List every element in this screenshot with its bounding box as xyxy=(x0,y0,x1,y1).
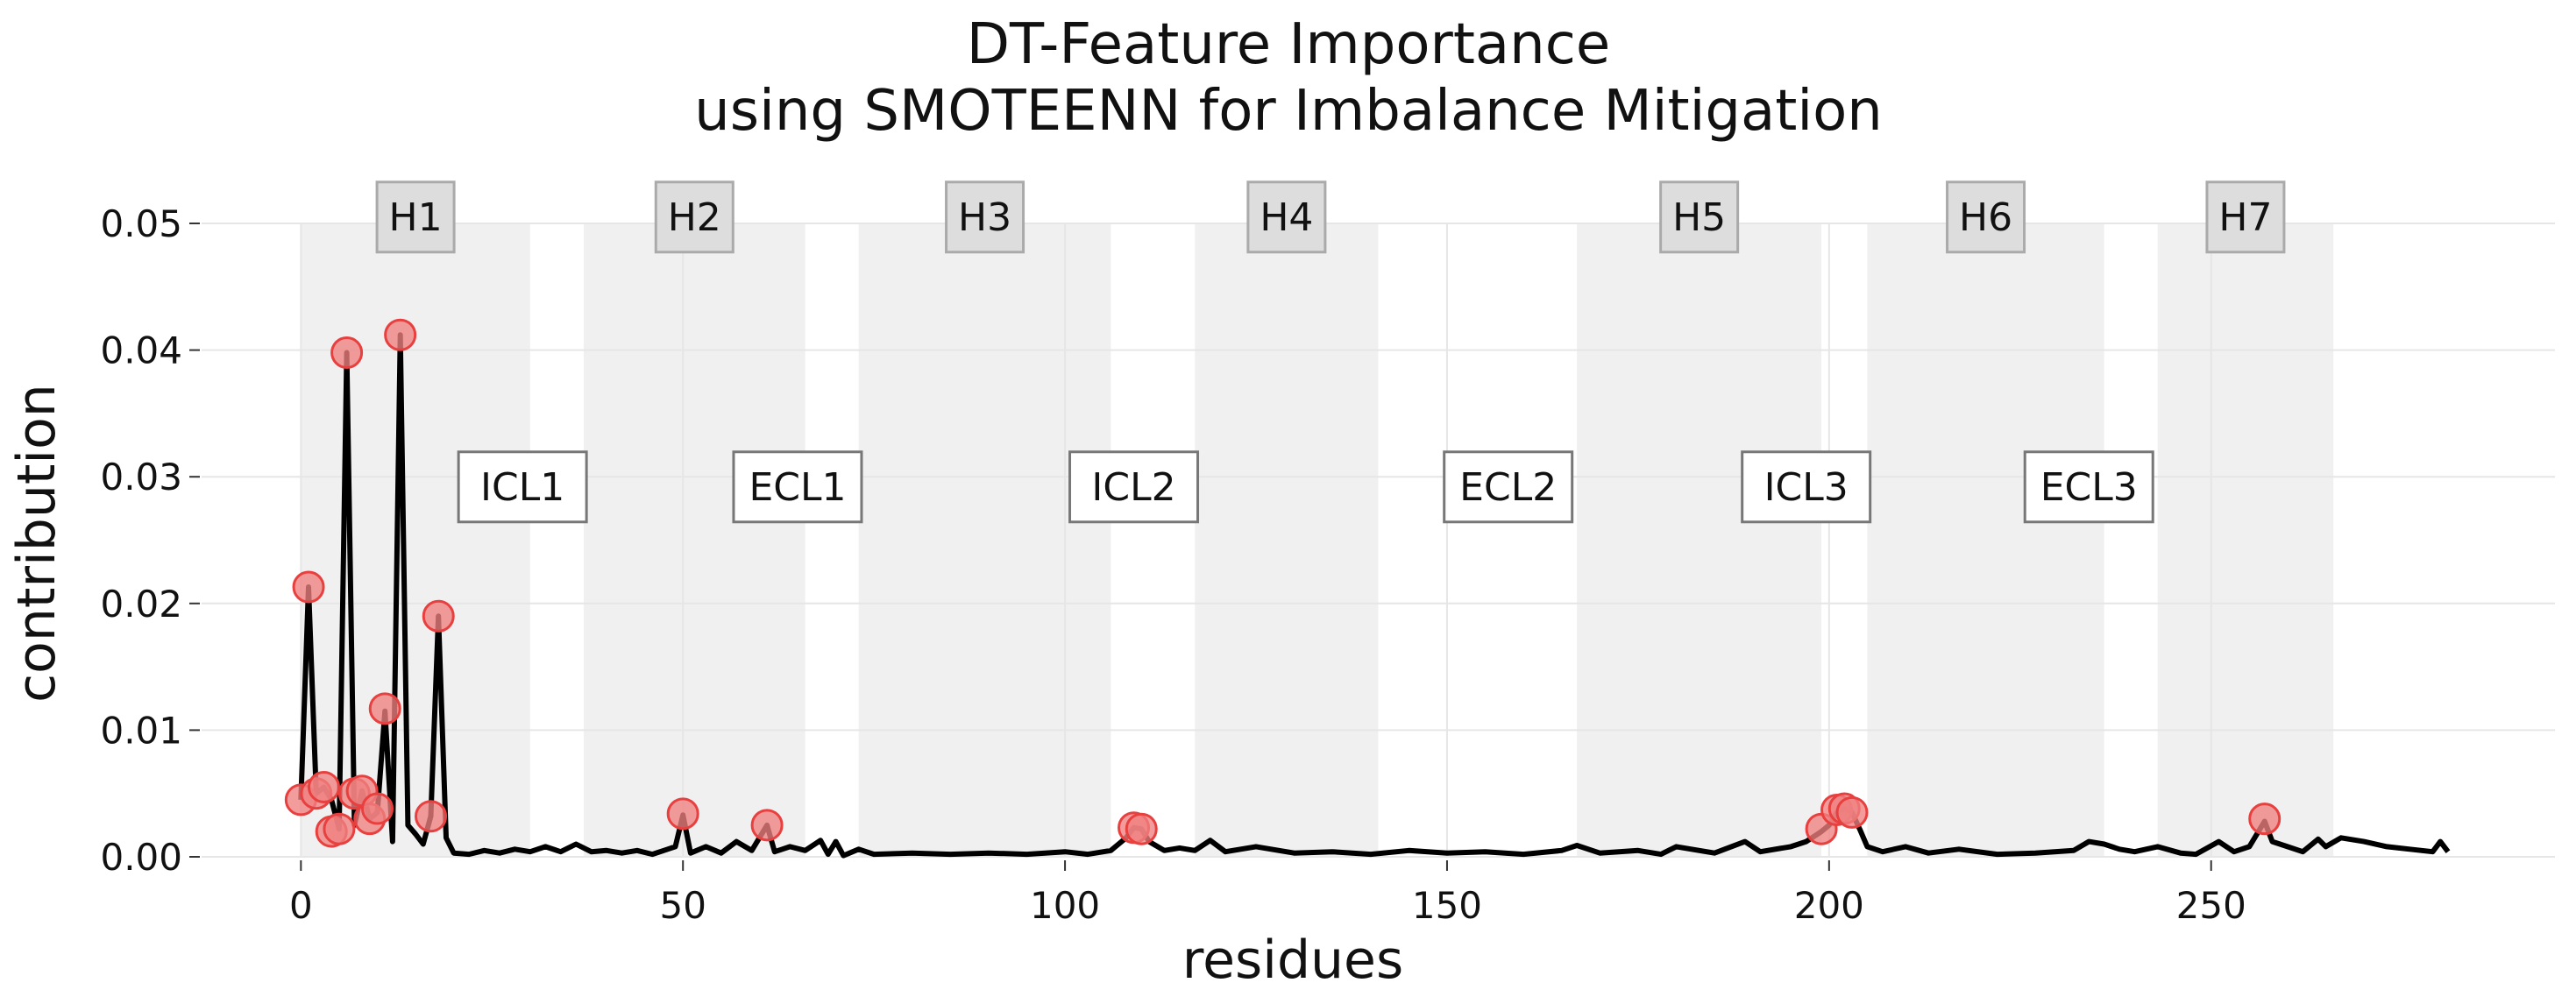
loop-label-ecl2-box xyxy=(1443,450,1574,524)
x-tick-label: 100 xyxy=(1030,884,1100,927)
helix-label-h1: H1 xyxy=(389,195,443,240)
loop-label-ecl2: ECL2 xyxy=(1459,465,1557,510)
grid-lines xyxy=(202,223,2555,858)
highlight-point xyxy=(422,599,455,633)
loop-label-icl2-box xyxy=(1068,450,1200,524)
x-tick-label: 150 xyxy=(1412,884,1482,927)
highlight-point xyxy=(292,570,325,604)
loop-label-icl3-box xyxy=(1741,450,1872,524)
x-tick-label: 250 xyxy=(2176,884,2246,927)
y-tick-label: 0.04 xyxy=(100,329,182,372)
helix-band-h1 xyxy=(301,223,530,857)
helix-label-h2-box xyxy=(654,180,734,254)
highlight-point xyxy=(1835,795,1869,829)
x-axis-label: residues xyxy=(1182,930,1403,991)
y-tick-label: 0.02 xyxy=(100,583,182,626)
helix-label-h4-box xyxy=(1246,180,1327,254)
highlight-markers xyxy=(284,318,2281,848)
helix-label-h3-box xyxy=(945,180,1025,254)
highlight-point xyxy=(750,809,784,842)
axis-ticks: 0.00 0.01 0.02 0.03 0.04 0.05 0 50 100 150 200 250 xyxy=(100,202,2246,927)
helix-label-h6: H6 xyxy=(1959,195,2012,240)
highlight-point xyxy=(307,770,340,803)
x-tick-label: 50 xyxy=(659,884,706,927)
region-labels: H1 H2 H3 H4 H5 H6 H7 ICL1 ECL1 ICL2 ECL2 ICL3 ECL3 xyxy=(375,180,2286,524)
highlight-point xyxy=(368,692,401,725)
y-tick-label: 0.05 xyxy=(100,202,182,245)
helix-band-h4 xyxy=(1195,223,1379,857)
helix-band-h7 xyxy=(2157,223,2334,857)
y-axis-label: contribution xyxy=(6,384,67,703)
highlight-point xyxy=(415,800,448,833)
highlight-point xyxy=(330,336,364,369)
x-tick-label: 200 xyxy=(1794,884,1864,927)
highlight-point xyxy=(323,812,356,845)
loop-label-icl1: ICL1 xyxy=(480,465,564,510)
helix-label-h4: H4 xyxy=(1260,195,1313,240)
helix-label-h5-box xyxy=(1659,180,1740,254)
y-tick-label: 0.01 xyxy=(100,709,182,752)
helix-band-h5 xyxy=(1577,223,1822,857)
loop-label-ecl1: ECL1 xyxy=(749,465,846,510)
loop-label-ecl3-box xyxy=(2023,450,2154,524)
helix-label-h1-box xyxy=(375,180,456,254)
loop-label-icl3: ICL3 xyxy=(1764,465,1849,510)
highlight-point xyxy=(1125,812,1158,845)
loop-label-icl2: ICL2 xyxy=(1091,465,1175,510)
helix-label-h5: H5 xyxy=(1672,195,1726,240)
helix-label-h6-box xyxy=(1946,180,2026,254)
y-tick-label: 0.03 xyxy=(100,456,182,498)
helix-band-h6 xyxy=(1867,223,2104,857)
y-tick-label: 0.00 xyxy=(100,836,182,879)
x-tick-label: 0 xyxy=(289,884,313,927)
loop-label-icl1-box xyxy=(457,450,588,524)
highlight-point xyxy=(666,797,699,831)
highlight-point xyxy=(2248,802,2281,836)
chart-title-line-2: using SMOTEENN for Imbalance Mitigation xyxy=(694,79,1883,144)
helix-label-h7: H7 xyxy=(2218,195,2272,240)
helix-label-h7-box xyxy=(2205,180,2286,254)
helix-band-h2 xyxy=(583,223,805,857)
chart-title-line-1: DT-Feature Importance xyxy=(967,12,1611,77)
highlight-point xyxy=(361,792,394,825)
region-bands xyxy=(301,223,2334,857)
helix-label-h3: H3 xyxy=(958,195,1011,240)
helix-band-h3 xyxy=(858,223,1111,857)
highlight-point xyxy=(384,318,417,351)
loop-label-ecl1-box xyxy=(732,450,863,524)
loop-label-ecl3: ECL3 xyxy=(2040,465,2138,510)
helix-label-h2: H2 xyxy=(668,195,721,240)
